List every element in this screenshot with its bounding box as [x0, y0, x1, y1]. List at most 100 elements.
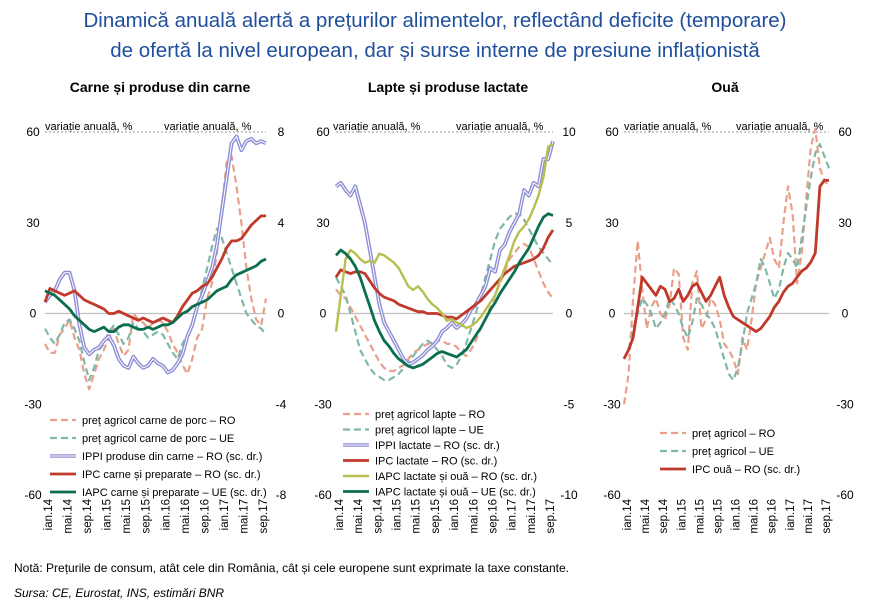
- footnote: Notă: Prețurile de consum, atât cele din…: [14, 561, 569, 575]
- x-tick-label: ian.16: [731, 499, 743, 530]
- x-tick-label: mai.15: [694, 499, 706, 534]
- y-tick-label-right: 10: [562, 125, 576, 139]
- x-tick-label: ian.17: [785, 499, 797, 530]
- x-tick-label: sep.14: [82, 498, 94, 533]
- series-line: [334, 143, 554, 332]
- y-tick-label-left: -30: [314, 397, 332, 411]
- left-axis-unit-label: variație anuală, %: [45, 121, 133, 133]
- legend-label: preț agricol carne de porc – UE: [82, 433, 234, 445]
- y-tick-label-left: 30: [316, 216, 330, 230]
- x-tick-label: mai.17: [803, 499, 815, 534]
- panel-title: Lapte și produse lactate: [368, 79, 528, 95]
- x-tick-label: mai.14: [640, 498, 652, 533]
- x-tick-label: mai.15: [121, 499, 133, 534]
- x-tick-label: ian.14: [43, 498, 55, 530]
- y-tick-label-right: 0: [278, 307, 285, 321]
- series-line: [44, 257, 267, 334]
- legend-label: IPPI lactate – RO (sc. dr.): [375, 440, 500, 452]
- legend-entry: IPPI produse din carne – RO (sc. dr.): [50, 451, 262, 463]
- main-title: Dinamică anuală alertă a prețurilor alim…: [0, 6, 870, 66]
- y-tick-label-right: -10: [560, 488, 578, 502]
- chart-panel-3: Ouă variație anuală, % variație anuală, % -…: [603, 79, 854, 534]
- series-line-inner: [335, 140, 554, 365]
- x-tick-label: mai.15: [411, 499, 423, 534]
- x-tick-label: mai.16: [749, 499, 761, 534]
- legend-entry: IPC lactate – RO (sc. dr.): [343, 456, 497, 468]
- legend-label: IAPC lactate și ouă – RO (sc. dr.): [375, 471, 537, 483]
- series-line: [44, 227, 267, 382]
- legend-label: preț agricol lapte – RO: [375, 409, 485, 421]
- x-tick-label: mai.17: [238, 499, 250, 534]
- series-line: [622, 127, 830, 405]
- legend-entry: preț agricol – UE: [660, 446, 774, 458]
- legend-entry: preț agricol – RO: [660, 428, 776, 440]
- series-line-inner: [44, 136, 267, 373]
- panel-title: Carne și produse din carne: [70, 79, 251, 95]
- y-tick-label-left: 0: [609, 307, 616, 321]
- y-tick-label-right: 0: [842, 307, 849, 321]
- y-tick-label-right: 8: [278, 125, 285, 139]
- x-tick-label: ian.14: [334, 498, 346, 530]
- panel-title: Ouă: [711, 79, 738, 95]
- x-tick-label: sep.16: [487, 499, 499, 534]
- x-tick-label: sep.14: [658, 498, 670, 533]
- series-line: [334, 212, 554, 370]
- series-line: [335, 242, 554, 373]
- legend-label: IPC ouă – RO (sc. dr.): [692, 464, 800, 476]
- y-tick-label-left: 60: [26, 125, 40, 139]
- series-line: [43, 214, 266, 325]
- x-tick-label: ian.17: [219, 499, 231, 530]
- x-tick-label: sep.16: [199, 499, 211, 534]
- legend-label: preț agricol – UE: [692, 446, 774, 458]
- right-axis-unit-label: variație anuală, %: [456, 121, 544, 133]
- y-tick-label-left: -60: [603, 488, 621, 502]
- legend-label: preț agricol – RO: [692, 428, 776, 440]
- x-tick-label: sep.15: [430, 499, 442, 534]
- legend-label: IAPC carne și preparate – UE (sc. dr.): [82, 487, 267, 499]
- source-note: Sursa: CE, Eurostat, INS, estimări BNR: [14, 586, 225, 600]
- x-tick-label: sep.14: [372, 498, 384, 533]
- y-tick-label-right: 60: [838, 125, 852, 139]
- y-tick-label-right: 4: [278, 216, 285, 230]
- legend-entry: preț agricol lapte – RO: [343, 409, 485, 421]
- legend-entry: preț agricol carne de porc – UE: [50, 433, 234, 445]
- y-tick-label-left: 30: [605, 216, 619, 230]
- legend-label: IPPI produse din carne – RO (sc. dr.): [82, 451, 262, 463]
- x-tick-label: sep.17: [545, 499, 557, 534]
- y-tick-label-right: -8: [276, 488, 287, 502]
- series-line-outline: [334, 140, 555, 367]
- x-tick-label: sep.17: [821, 499, 833, 534]
- legend-label: IPC lactate – RO (sc. dr.): [375, 456, 497, 468]
- legend-entry: preț agricol lapte – UE: [343, 425, 484, 437]
- x-tick-label: sep.15: [712, 499, 724, 534]
- x-tick-label: ian.17: [507, 499, 519, 530]
- x-tick-label: sep.15: [141, 499, 153, 534]
- y-tick-label-left: 60: [605, 125, 619, 139]
- series-line: [622, 178, 829, 360]
- y-tick-label-left: -60: [24, 488, 42, 502]
- left-axis-unit-label: variație anuală, %: [333, 121, 421, 133]
- x-tick-label: ian.15: [102, 499, 114, 530]
- y-tick-label-left: -30: [603, 397, 621, 411]
- y-tick-label-left: 60: [316, 125, 330, 139]
- y-tick-label-left: 0: [320, 307, 327, 321]
- title-line-2: de ofertă la nivel european, dar și surs…: [110, 39, 760, 62]
- chart-panel-2: Lapte și produse lactate variație anuală,…: [314, 79, 578, 534]
- chart-panel-1: Carne și produse din carne variație anual…: [24, 79, 286, 534]
- y-tick-label-left: 30: [26, 216, 40, 230]
- legend-entry: IAPC carne și preparate – UE (sc. dr.): [50, 487, 267, 499]
- legend-entry: IAPC lactate și ouă – RO (sc. dr.): [343, 471, 537, 483]
- legend-entry: preț agricol carne de porc – RO: [50, 415, 236, 427]
- x-tick-label: sep.17: [258, 499, 270, 534]
- legend-label: preț agricol carne de porc – RO: [82, 415, 236, 427]
- y-tick-label-left: 0: [30, 307, 37, 321]
- y-tick-label-left: -30: [24, 397, 42, 411]
- x-tick-label: ian.15: [392, 499, 404, 530]
- y-tick-label-right: -30: [836, 397, 854, 411]
- legend-entry: IAPC lactate și ouă – UE (sc. dr.): [343, 487, 536, 499]
- title-line-1: Dinamică anuală alertă a prețurilor alim…: [83, 9, 787, 32]
- y-tick-label-right: 5: [566, 216, 573, 230]
- right-axis-unit-label: variație anuală, %: [736, 121, 824, 133]
- y-tick-label-left: -60: [314, 488, 332, 502]
- x-tick-label: ian.15: [676, 499, 688, 530]
